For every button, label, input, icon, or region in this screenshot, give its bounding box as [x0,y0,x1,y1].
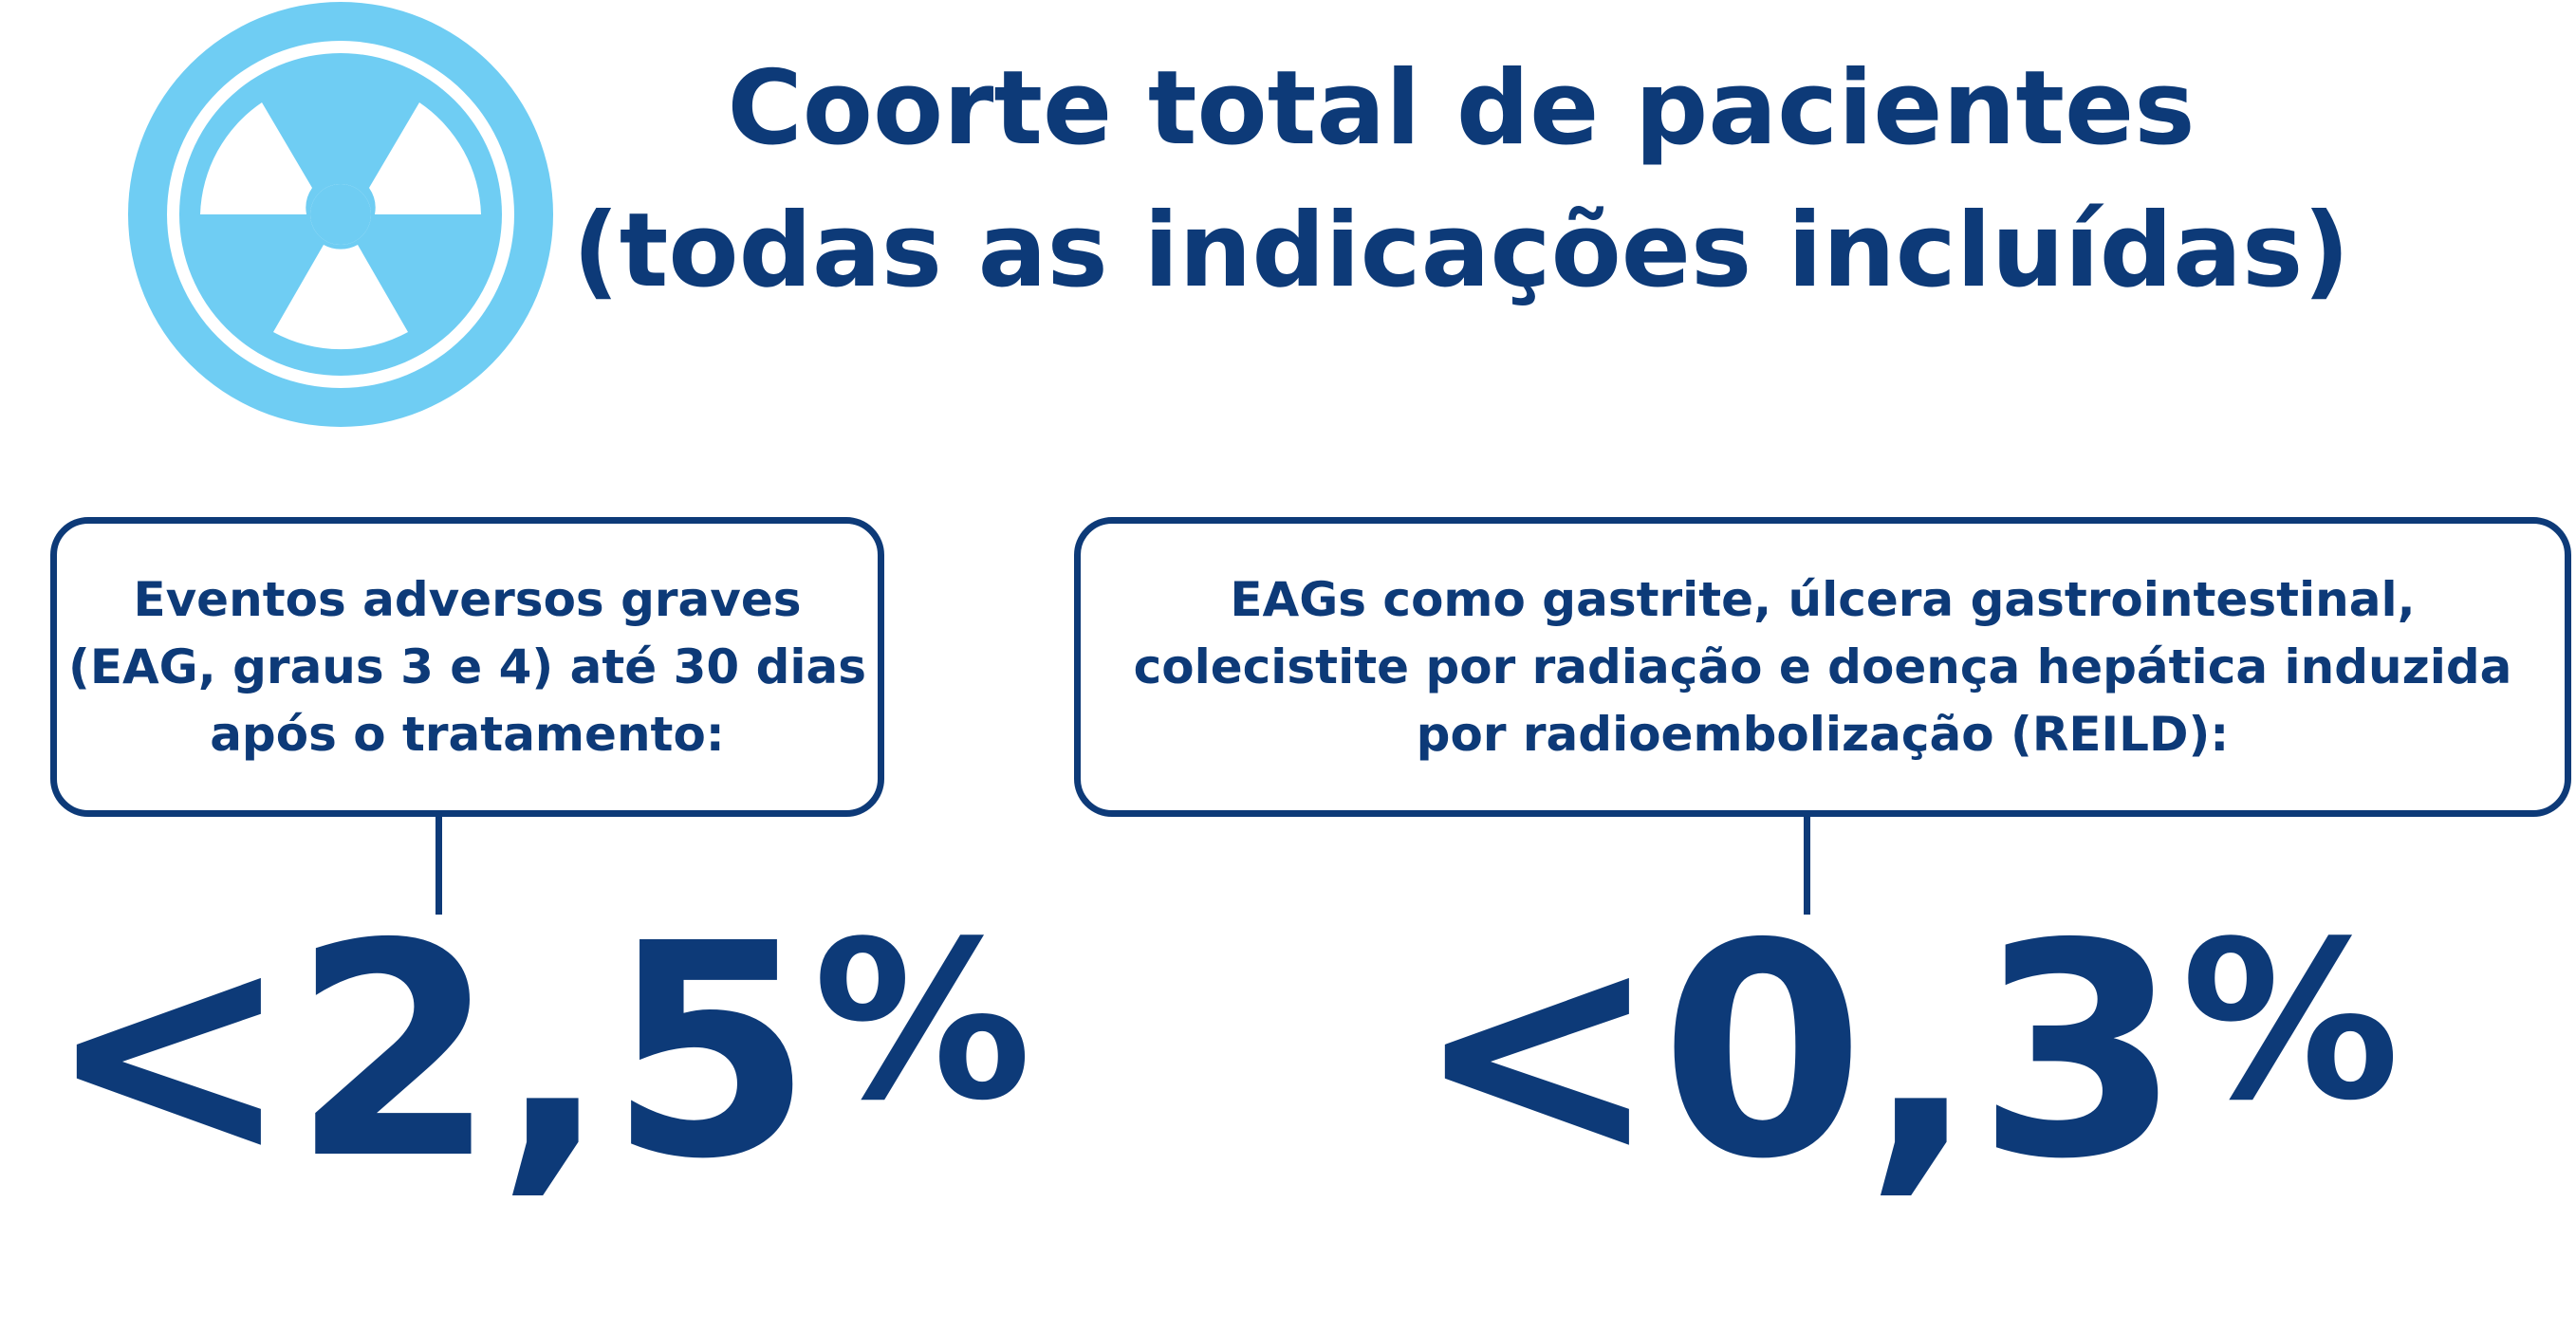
adverse-events-stat: <2,5% [46,906,1031,1200]
page-title: Coorte total de pacientes (todas as indi… [550,38,2372,323]
connector-line [1804,817,1810,915]
adverse-events-card: Eventos adversos graves (EAG, graus 3 e … [50,517,884,817]
percent-sign: % [812,896,1032,1149]
percent-sign: % [2180,896,2400,1149]
stat-value: <0,3 [1414,881,2181,1224]
stat-value: <2,5 [46,881,813,1224]
card-text-line: após o tratamento: [210,706,725,762]
specific-events-stat: <0,3% [1414,906,2400,1200]
connector-line [436,817,442,915]
card-text-line: Eventos adversos graves [133,571,802,627]
card-text-line: por radioembolização (REILD): [1416,706,2230,762]
card-text-line: EAGs como gastrite, úlcera gastrointesti… [1230,571,2416,627]
card-text-line: colecistite por radiação e doença hepáti… [1133,638,2512,694]
radiation-icon [126,0,555,429]
title-line-1: Coorte total de pacientes [727,49,2196,168]
card-text-line: (EAG, graus 3 e 4) até 30 dias [67,638,867,694]
specific-events-card: EAGs como gastrite, úlcera gastrointesti… [1074,517,2571,817]
title-line-2: (todas as indicações incluídas) [572,192,2350,310]
